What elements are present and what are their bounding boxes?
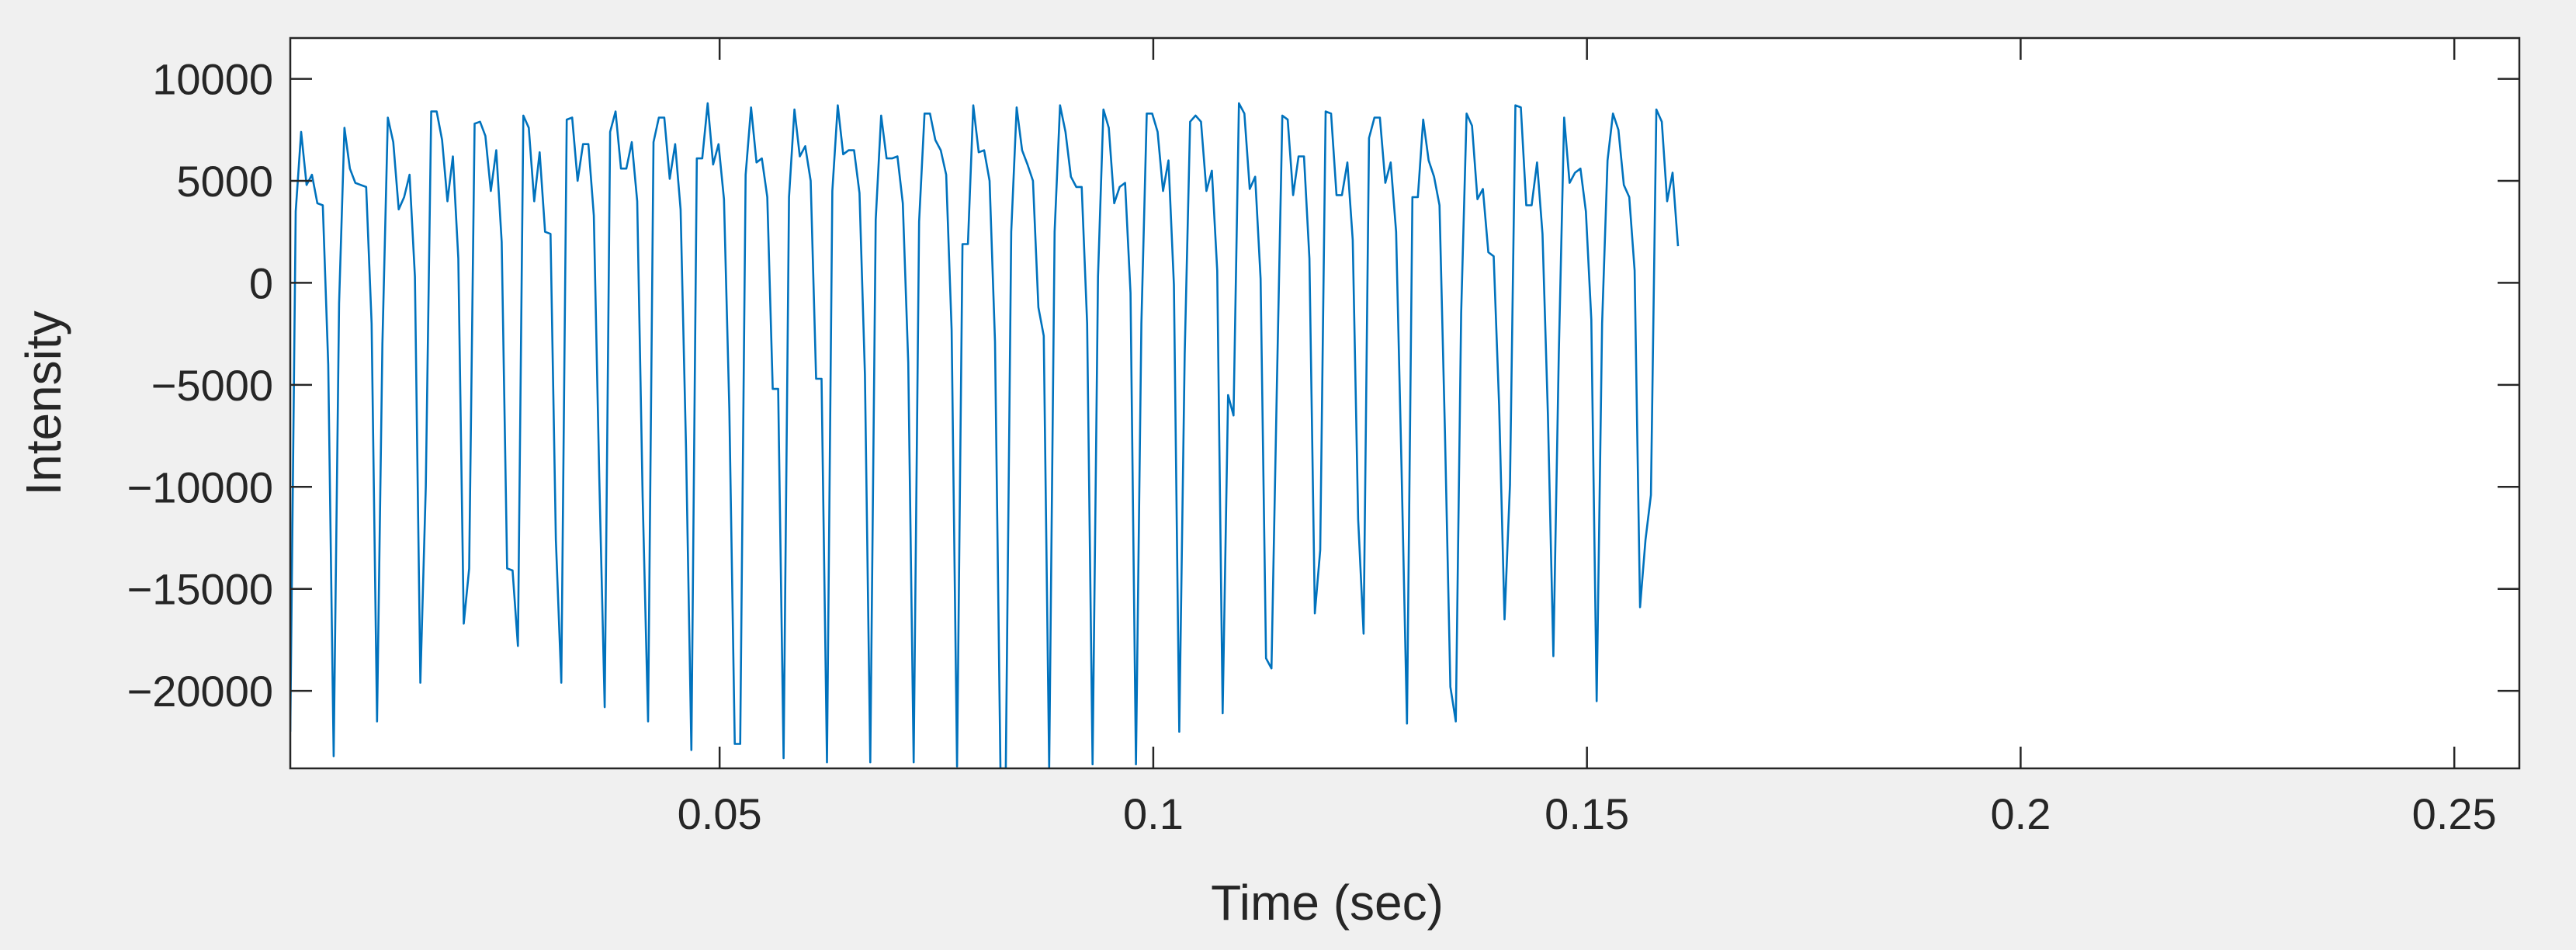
y-tick-label: 5000 [176, 157, 273, 206]
x-tick-label: 0.2 [1991, 789, 2051, 838]
ticks-layer [290, 38, 2519, 768]
y-tick-label: −15000 [127, 565, 273, 614]
x-tick-label: 0.05 [678, 789, 762, 838]
x-tick-label: 0.25 [2412, 789, 2497, 838]
x-tick-label: 0.1 [1123, 789, 1184, 838]
plot-frame [289, 36, 2521, 770]
y-tick-label: −20000 [127, 667, 273, 716]
labels-layer: 0.05 0.1 0.15 0.2 0.25 −20000 −15000 −10000 −500… [16, 55, 2497, 931]
y-tick-label: 10000 [152, 55, 273, 104]
y-tick-label: −10000 [127, 463, 273, 511]
series-line-0 [290, 102, 1680, 768]
x-axis-label: Time (sec) [1211, 875, 1444, 931]
series-layer [290, 102, 1680, 768]
x-tick-label: 0.15 [1545, 789, 1629, 838]
y-tick-label: 0 [249, 258, 273, 307]
y-axis-label: Intensity [16, 310, 71, 495]
y-tick-label: −5000 [151, 361, 273, 410]
